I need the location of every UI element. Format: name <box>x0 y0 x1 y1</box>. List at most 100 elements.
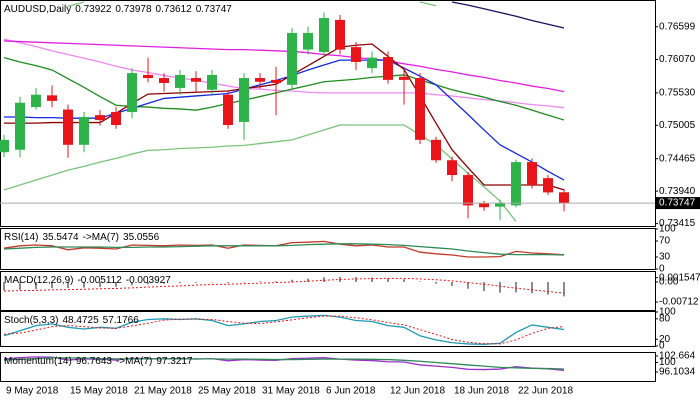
series-last-value: 35.5474 <box>42 232 79 243</box>
x-tick-label: 21 May 2018 <box>134 386 192 397</box>
candle-body <box>287 32 297 85</box>
candle-body <box>399 76 409 80</box>
histogram-bar <box>35 281 37 290</box>
candle-body <box>351 47 361 62</box>
histogram-bar <box>147 281 149 285</box>
histogram-bar <box>483 281 485 291</box>
histogram-bar <box>211 281 213 283</box>
series-last-value: -0.003927 <box>126 275 171 286</box>
histogram-bar <box>435 281 437 284</box>
series-last-value: 57.1766 <box>103 315 140 326</box>
candle-body <box>15 102 25 150</box>
x-tick-label: 31 May 2018 <box>262 386 320 397</box>
series-name: MACD(12,26,9) <box>4 275 73 286</box>
candle-body <box>79 116 89 145</box>
histogram-bar <box>499 281 501 293</box>
candle-body <box>47 95 57 101</box>
candle-body <box>511 162 521 206</box>
series-last-value: 48.4725 <box>62 315 99 326</box>
indicator-line <box>4 43 565 191</box>
histogram-bar <box>355 277 357 282</box>
panel-frame <box>0 228 656 270</box>
histogram-bar <box>403 279 405 282</box>
histogram-bar <box>419 281 421 282</box>
candle-body <box>479 203 489 208</box>
indicator-line <box>3 357 565 370</box>
candle-body <box>527 162 537 185</box>
candle-body <box>303 32 313 50</box>
histogram-bar <box>51 281 53 289</box>
candle-body <box>223 94 233 126</box>
y-tick-label: 70 <box>659 236 671 247</box>
histogram-bar <box>451 281 453 286</box>
histogram-bar <box>387 278 389 282</box>
indicator-line <box>67 1 85 7</box>
indicator-line <box>3 124 517 222</box>
x-tick-label: 25 May 2018 <box>198 386 256 397</box>
histogram-bar <box>307 278 309 282</box>
y-tick-label: 0.73415 <box>659 218 696 229</box>
candle-body <box>111 112 121 126</box>
y-tick-label: 0.76070 <box>659 54 696 65</box>
y-tick-label: -0.00712 <box>659 297 699 308</box>
ohlc-value: 0.73978 <box>115 4 152 15</box>
panel-header: Momentum(14) 96.7643 ->MA(7) 97.3217 <box>4 356 193 367</box>
candle-body <box>383 57 393 80</box>
indicator-line <box>3 315 565 345</box>
panel-frame <box>0 352 656 382</box>
candle-body <box>335 19 345 50</box>
candle-body <box>559 192 569 204</box>
panel-header: RSI(14) 35.5474 ->MA(7) 35.0556 <box>4 232 160 243</box>
histogram-bar <box>259 281 261 282</box>
candle-body <box>543 178 553 193</box>
indicator-line <box>419 1 437 7</box>
y-tick-label: 0.00 <box>659 277 679 288</box>
panel-header: MACD(12,26,9) -0.005112 -0.003927 <box>4 275 171 286</box>
indicator-line <box>3 240 565 258</box>
candle-body <box>255 78 265 82</box>
candle-body <box>319 18 329 53</box>
candle-body <box>415 78 425 140</box>
histogram-bar <box>547 281 549 295</box>
y-tick-label: 0.73940 <box>659 186 696 197</box>
indicator-line <box>3 40 565 93</box>
y-tick-label: 20 <box>659 334 671 345</box>
series-last-value: 35.0556 <box>123 232 160 243</box>
y-tick-label: 96.1034 <box>659 367 696 378</box>
y-tick-label: 0.74465 <box>659 153 696 164</box>
panel-header: Stoch(5,3,3) 48.4725 57.1766 <box>4 315 139 326</box>
histogram-bar <box>563 281 565 297</box>
x-tick-label: 18 Jun 2018 <box>454 386 509 397</box>
indicator-line <box>3 314 565 345</box>
candle-body <box>31 94 41 108</box>
y-tick-label: 0 <box>659 264 665 275</box>
candle-body <box>495 203 505 207</box>
candle-body <box>127 73 137 113</box>
panel-frame <box>0 0 656 227</box>
y-tick-label: 0.75005 <box>659 120 696 131</box>
histogram-bar <box>227 281 229 283</box>
x-tick-label: 9 May 2018 <box>6 386 59 397</box>
series-name: ->MA(7) <box>83 232 119 243</box>
y-tick-label: 100 <box>659 307 676 318</box>
y-tick-label: 80 <box>659 313 671 324</box>
histogram-bar <box>515 281 517 293</box>
series-name: RSI(14) <box>4 232 38 243</box>
x-tick-label: 22 Jun 2018 <box>518 386 573 397</box>
histogram-bar <box>195 281 197 283</box>
candle-body <box>463 175 473 206</box>
candle-body <box>143 74 153 79</box>
histogram-bar <box>275 281 277 282</box>
candle-body <box>431 139 441 161</box>
ohlc-value: 0.73747 <box>196 4 233 15</box>
y-tick-label: 0 <box>659 341 665 352</box>
y-tick-label: 100 <box>659 224 676 235</box>
histogram-bar <box>99 281 101 288</box>
candle-body <box>159 78 169 83</box>
histogram-bar <box>371 277 373 282</box>
panel-frame <box>0 271 656 311</box>
candle-body <box>191 78 201 82</box>
series-last-value: 96.7643 <box>76 356 113 367</box>
candle-body <box>95 115 105 121</box>
